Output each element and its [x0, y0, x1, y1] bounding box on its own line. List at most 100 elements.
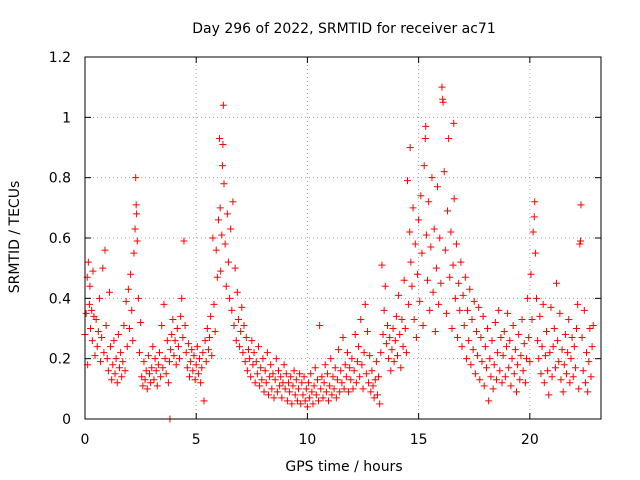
x-tick-label: 15 [410, 432, 428, 448]
data-point [318, 373, 326, 381]
data-point [569, 373, 577, 381]
data-point [404, 177, 411, 185]
data-point [464, 306, 472, 314]
y-tick-label: 0.4 [49, 291, 71, 307]
data-point [113, 379, 121, 387]
data-point [209, 234, 217, 242]
data-point [436, 234, 444, 242]
data-point [321, 361, 329, 369]
data-point [450, 195, 458, 203]
data-point [579, 367, 587, 375]
data-point [498, 379, 506, 387]
data-point [142, 367, 150, 375]
data-point [525, 334, 533, 342]
data-point [452, 240, 460, 248]
data-point [565, 315, 573, 323]
data-point [514, 361, 522, 369]
data-point [308, 388, 316, 396]
data-point [472, 328, 480, 336]
data-point [111, 370, 119, 378]
data-point [210, 300, 218, 308]
data-point [313, 376, 321, 384]
data-point [102, 321, 110, 329]
data-point [484, 325, 492, 332]
data-point [422, 122, 430, 130]
data-point [107, 343, 115, 351]
data-point [451, 294, 459, 302]
data-point [474, 352, 482, 360]
data-point [577, 237, 585, 245]
data-point [557, 376, 565, 384]
data-point [232, 337, 240, 345]
data-point [390, 358, 398, 366]
data-point [197, 379, 205, 387]
data-point [305, 379, 313, 387]
data-point [277, 373, 285, 381]
data-point [84, 258, 92, 266]
data-point [538, 343, 546, 351]
data-point [266, 373, 274, 381]
data-point [154, 361, 162, 369]
data-point [506, 337, 514, 345]
data-point [181, 321, 189, 329]
data-point [397, 364, 405, 372]
x-tick-label: 10 [298, 432, 316, 448]
data-point [432, 264, 440, 272]
data-point [115, 364, 123, 372]
data-point [399, 343, 407, 351]
data-point [212, 246, 220, 254]
data-point [173, 325, 181, 332]
data-point [108, 376, 116, 384]
data-point [581, 379, 589, 387]
data-point [117, 349, 125, 357]
data-point [490, 361, 498, 369]
data-point [508, 355, 516, 363]
data-point [381, 282, 389, 290]
data-point [578, 334, 586, 342]
data-point [458, 343, 466, 351]
data-point [261, 367, 269, 375]
data-point [346, 364, 354, 372]
data-point [548, 373, 556, 381]
data-point [430, 225, 438, 233]
data-point [118, 373, 126, 381]
data-point [171, 337, 179, 345]
data-point [369, 382, 377, 390]
data-point [471, 370, 479, 378]
y-tick-label: 0.2 [49, 352, 71, 368]
x-tick-label: 5 [192, 432, 201, 448]
data-point [241, 358, 249, 366]
data-point [429, 288, 437, 296]
data-point [420, 162, 428, 170]
data-point [447, 228, 455, 236]
data-point [418, 249, 426, 257]
data-point [250, 349, 258, 357]
data-point [295, 385, 303, 393]
data-point [176, 355, 184, 363]
data-point [442, 309, 450, 317]
data-point [280, 361, 288, 369]
data-point [505, 364, 513, 372]
data-point [141, 376, 149, 384]
data-point [272, 355, 280, 363]
data-point [543, 328, 551, 336]
data-point [351, 331, 359, 339]
data-point [359, 385, 367, 393]
data-point [289, 382, 297, 390]
data-point [568, 334, 576, 342]
data-points [81, 83, 597, 423]
data-point [219, 140, 227, 148]
data-point [455, 279, 463, 287]
data-point [163, 337, 171, 345]
data-point [312, 391, 320, 399]
data-point [190, 352, 198, 360]
data-point [194, 370, 202, 378]
data-point [468, 315, 476, 323]
data-point [551, 364, 559, 372]
data-point [435, 300, 443, 308]
data-point [527, 270, 535, 278]
data-point [357, 315, 365, 323]
data-point [174, 343, 182, 351]
data-point [253, 370, 261, 378]
data-point [91, 352, 99, 360]
